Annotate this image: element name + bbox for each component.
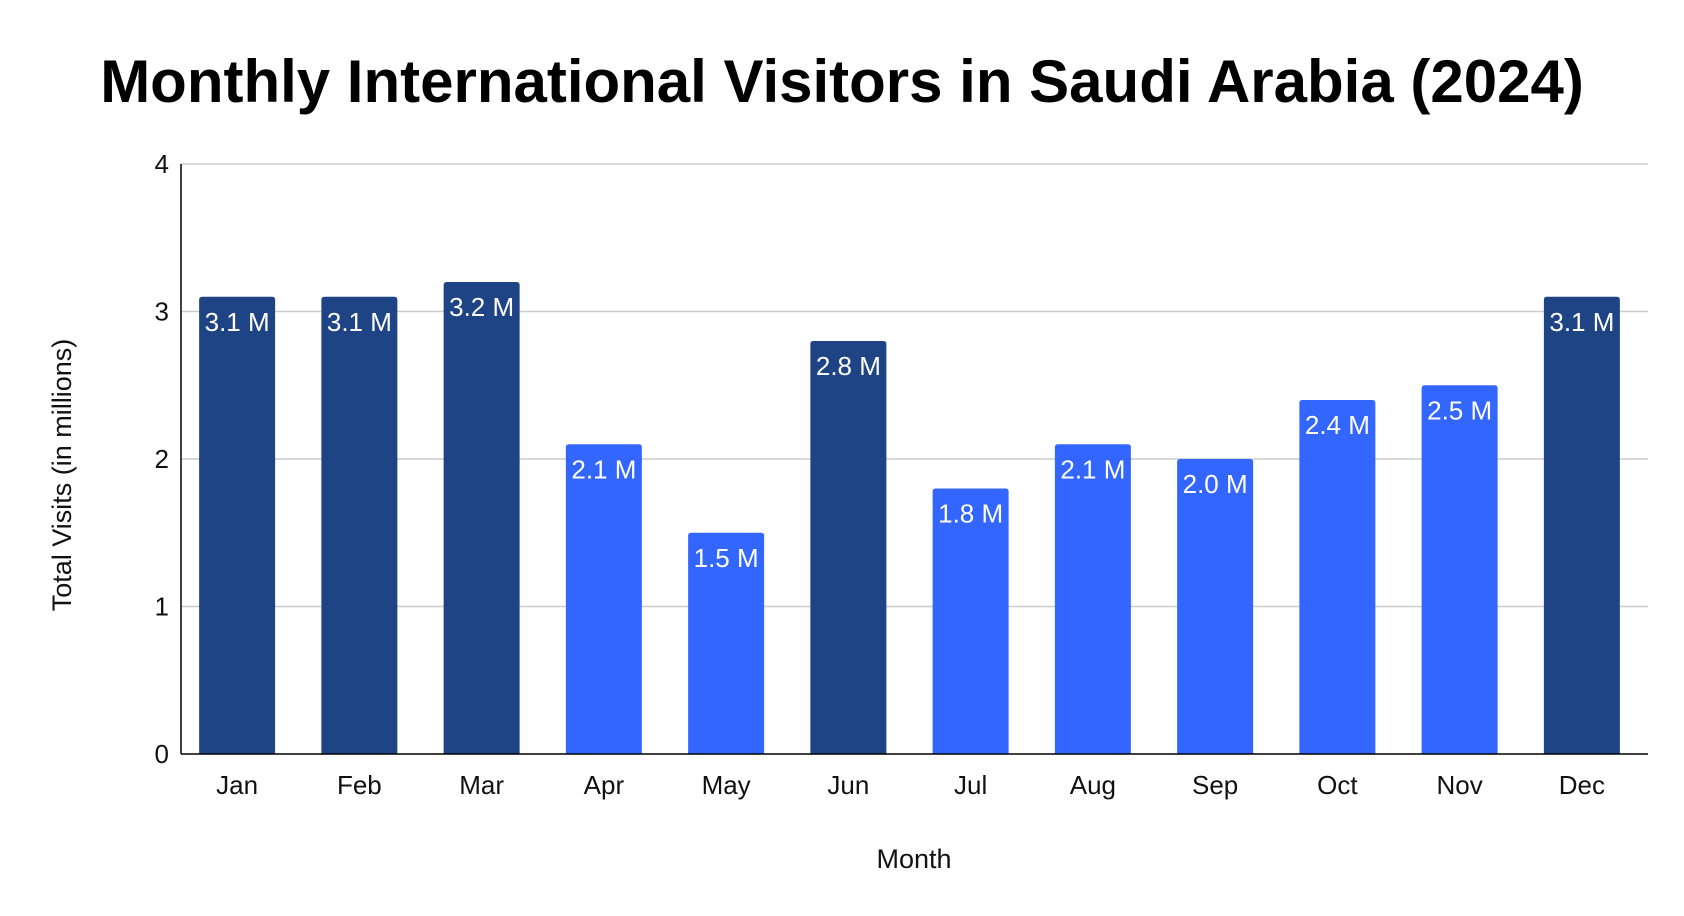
data-label-feb: 3.1 M (327, 307, 392, 337)
y-tick-label: 2 (155, 444, 169, 474)
bar-oct (1299, 400, 1376, 754)
bar-may (688, 532, 765, 754)
data-labels-group: 3.1 M 3.1 M 3.2 M 2.1 M 1.5 M 2.8 M 1.8 M 2.1 M… (205, 292, 1615, 573)
bar-dec (1543, 296, 1620, 754)
x-axis-title: Month (876, 844, 951, 874)
data-label-dec: 3.1 M (1549, 307, 1614, 337)
bar-nov (1421, 385, 1498, 754)
bar-mar (443, 282, 520, 754)
data-label-apr: 2.1 M (571, 454, 636, 484)
y-tick-label: 4 (155, 149, 169, 179)
x-tick-label-nov: Nov (1437, 770, 1483, 800)
y-tick-label: 0 (155, 739, 169, 769)
chart-title: Monthly International Visitors in Saudi … (100, 48, 1584, 115)
bar-apr (565, 444, 642, 754)
data-label-mar: 3.2 M (449, 292, 514, 322)
y-tick-labels: 0 1 2 3 4 (155, 149, 169, 769)
x-tick-label-aug: Aug (1070, 770, 1116, 800)
bars-group (199, 282, 1620, 754)
y-tick-label: 1 (155, 592, 169, 622)
x-tick-label-jun: Jun (827, 770, 869, 800)
data-label-sep: 2.0 M (1183, 469, 1248, 499)
data-label-jan: 3.1 M (205, 307, 270, 337)
bar-jun (810, 341, 887, 754)
x-tick-label-apr: Apr (584, 770, 625, 800)
x-tick-label-mar: Mar (459, 770, 504, 800)
x-tick-labels: Jan Feb Mar Apr May Jun Jul Aug Sep Oct Nov Dec (216, 770, 1605, 800)
x-tick-label-may: May (702, 770, 751, 800)
y-gridlines (181, 163, 1648, 608)
bar-jan (199, 296, 276, 754)
bar-feb (321, 296, 398, 754)
bar-sep (1177, 459, 1254, 754)
data-label-aug: 2.1 M (1060, 454, 1125, 484)
x-tick-label-jan: Jan (216, 770, 258, 800)
y-axis-title: Total Visits (in millions) (47, 339, 77, 612)
data-label-may: 1.5 M (694, 543, 759, 573)
data-label-oct: 2.4 M (1305, 410, 1370, 440)
y-tick-label: 3 (155, 297, 169, 327)
data-label-nov: 2.5 M (1427, 395, 1492, 425)
x-tick-label-oct: Oct (1317, 770, 1358, 800)
x-tick-label-sep: Sep (1192, 770, 1238, 800)
bar-jul (932, 488, 1009, 754)
x-tick-label-feb: Feb (337, 770, 382, 800)
data-label-jul: 1.8 M (938, 499, 1003, 529)
data-label-jun: 2.8 M (816, 351, 881, 381)
x-tick-label-dec: Dec (1559, 770, 1605, 800)
x-tick-label-jul: Jul (954, 770, 987, 800)
bar-aug (1054, 444, 1131, 754)
